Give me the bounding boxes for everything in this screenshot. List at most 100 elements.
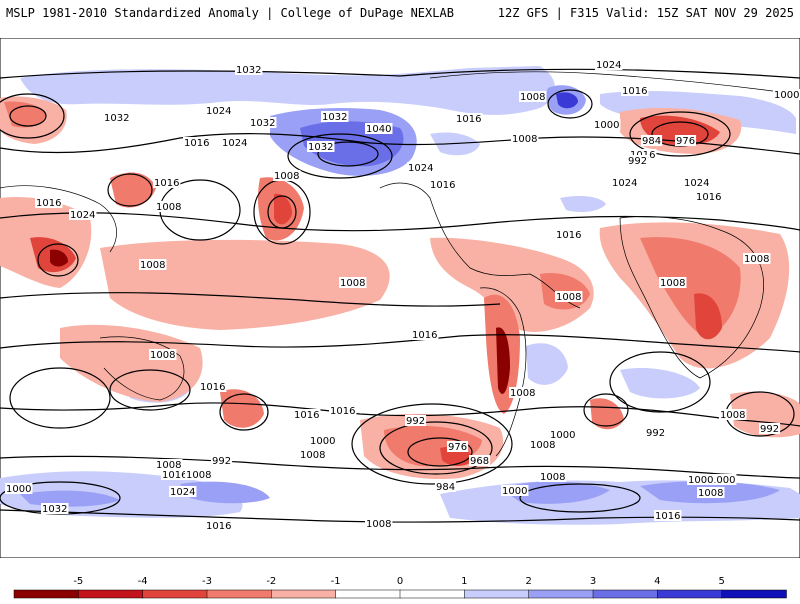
isobar-label-background xyxy=(307,141,335,152)
isobar-label: 1024 xyxy=(612,178,637,189)
colorbar-tick-label: -2 xyxy=(266,576,276,587)
anomaly-negative-region xyxy=(274,193,292,225)
colorbar-tick-label: 2 xyxy=(525,576,531,587)
isobar-label-background xyxy=(529,439,557,450)
isobar xyxy=(0,68,800,79)
isobar-label-background xyxy=(627,155,649,166)
anomaly-positive-region xyxy=(560,196,606,212)
isobar-label-background xyxy=(773,89,800,100)
isobar-label: 1008 xyxy=(300,450,325,461)
isobar-label-background xyxy=(675,135,697,146)
isobar-label-background xyxy=(183,137,211,148)
colorbar-tick-label: -4 xyxy=(138,576,148,587)
isobar-label-background xyxy=(153,177,181,188)
colorbar-tick-label: 0 xyxy=(397,576,403,587)
isobar-label-background xyxy=(759,423,781,434)
isobar-label: 976 xyxy=(676,136,695,147)
isobar-label-background xyxy=(611,177,639,188)
isobar-low xyxy=(379,421,493,475)
isobar-label-background xyxy=(595,59,623,70)
isobar-label-background xyxy=(199,381,227,392)
isobar-low xyxy=(0,93,65,139)
isobar-label-background xyxy=(697,487,725,498)
isobar-label: 1000 xyxy=(710,475,735,486)
isobar-label: 992 xyxy=(760,424,779,435)
isobar-label: 1016 xyxy=(430,180,455,191)
isobar-label-background xyxy=(169,486,197,497)
isobar-label: 1008 xyxy=(156,202,181,213)
isobar-high xyxy=(519,483,641,513)
isobar-label: 1040 xyxy=(366,124,391,135)
anomaly-negative-region xyxy=(60,324,203,402)
isobar-label: 1008 xyxy=(698,488,723,499)
colorbar-svg: -5 -4 -3 -2 -1 0 1 2 3 4 5 xyxy=(13,576,787,599)
anomaly-positive-region xyxy=(526,343,568,385)
isobar-label: 1032 xyxy=(104,113,129,124)
isobar-label-background xyxy=(155,459,183,470)
colorbar-swatch xyxy=(335,589,401,599)
isobar-label: 1024 xyxy=(596,60,621,71)
coastline-asia xyxy=(0,185,117,253)
isobar-label-background xyxy=(365,123,393,134)
isobar-label: 1016 xyxy=(655,511,680,522)
isobar-label: 1032 xyxy=(250,118,275,129)
isobar-label: 1016 xyxy=(294,410,319,421)
isobar-label: 1016 xyxy=(622,86,647,97)
isobar-label: 1008 xyxy=(512,134,537,145)
isobar-label-background xyxy=(221,137,249,148)
isobar-label-background xyxy=(455,113,483,124)
isobar-label-background xyxy=(511,133,539,144)
isobar-label-background xyxy=(659,277,687,288)
isobar-label: 1000 xyxy=(502,486,527,497)
isobar-label: 1032 xyxy=(236,65,261,76)
isobar xyxy=(0,509,800,523)
isobar-label: 1008 xyxy=(510,388,535,399)
isobar-label-background xyxy=(621,85,649,96)
isobar-label-background xyxy=(405,415,427,426)
isobar-label: 1024 xyxy=(222,138,247,149)
isobar-label-background xyxy=(719,409,747,420)
isobar-label-background xyxy=(641,135,663,146)
isobar-label-background xyxy=(365,518,393,529)
isobar-label: 1024 xyxy=(206,106,231,117)
isobar-label-background xyxy=(5,483,33,494)
isobar-low xyxy=(547,89,593,119)
isobar-label: 1016 xyxy=(200,382,225,393)
anomaly-negative-region xyxy=(50,249,68,267)
colorbar-swatches xyxy=(13,589,787,599)
isobar-label: 1000 xyxy=(6,484,31,495)
isobar-label: 1016 xyxy=(330,406,355,417)
colorbar-swatch xyxy=(399,589,466,599)
isobar-label: 1024 xyxy=(684,178,709,189)
isobar-label-background xyxy=(549,429,577,440)
anomaly-negative-region xyxy=(220,389,264,428)
isobar-label-background xyxy=(593,119,621,130)
isobar-high xyxy=(109,369,191,411)
colorbar-swatch xyxy=(721,589,787,599)
colorbar-tick-label: 5 xyxy=(718,576,724,587)
isobar-high xyxy=(287,133,393,179)
isobar-label-background xyxy=(407,162,435,173)
isobar-label: 1024 xyxy=(70,210,95,221)
isobar-label-background xyxy=(629,149,657,160)
isobar-label: 1016 xyxy=(556,230,581,241)
isobar-label: 1032 xyxy=(42,504,67,515)
isobar-label-background xyxy=(654,510,682,521)
coastline-americas xyxy=(379,182,581,309)
isobar-label: 1008 xyxy=(156,460,181,471)
isobar-label: 1008 xyxy=(150,350,175,361)
colorbar-tick-label: -1 xyxy=(331,576,341,587)
isobar-label-background xyxy=(205,520,233,531)
isobar-label-background xyxy=(435,481,457,492)
isobar-label-background xyxy=(687,474,715,485)
isobar-label: 1000 xyxy=(550,430,575,441)
isobar-label-background xyxy=(139,259,167,270)
isobar-label: 1016 xyxy=(184,138,209,149)
isobar-label: 1008 xyxy=(744,254,769,265)
isobar-label-background xyxy=(149,349,177,360)
isobar-label: 1016 xyxy=(456,114,481,125)
isobar-label: 1016 xyxy=(162,470,187,481)
isobar-high xyxy=(609,351,711,413)
isobar-label: 1000 xyxy=(688,475,713,486)
colorbar-swatch xyxy=(657,589,723,599)
